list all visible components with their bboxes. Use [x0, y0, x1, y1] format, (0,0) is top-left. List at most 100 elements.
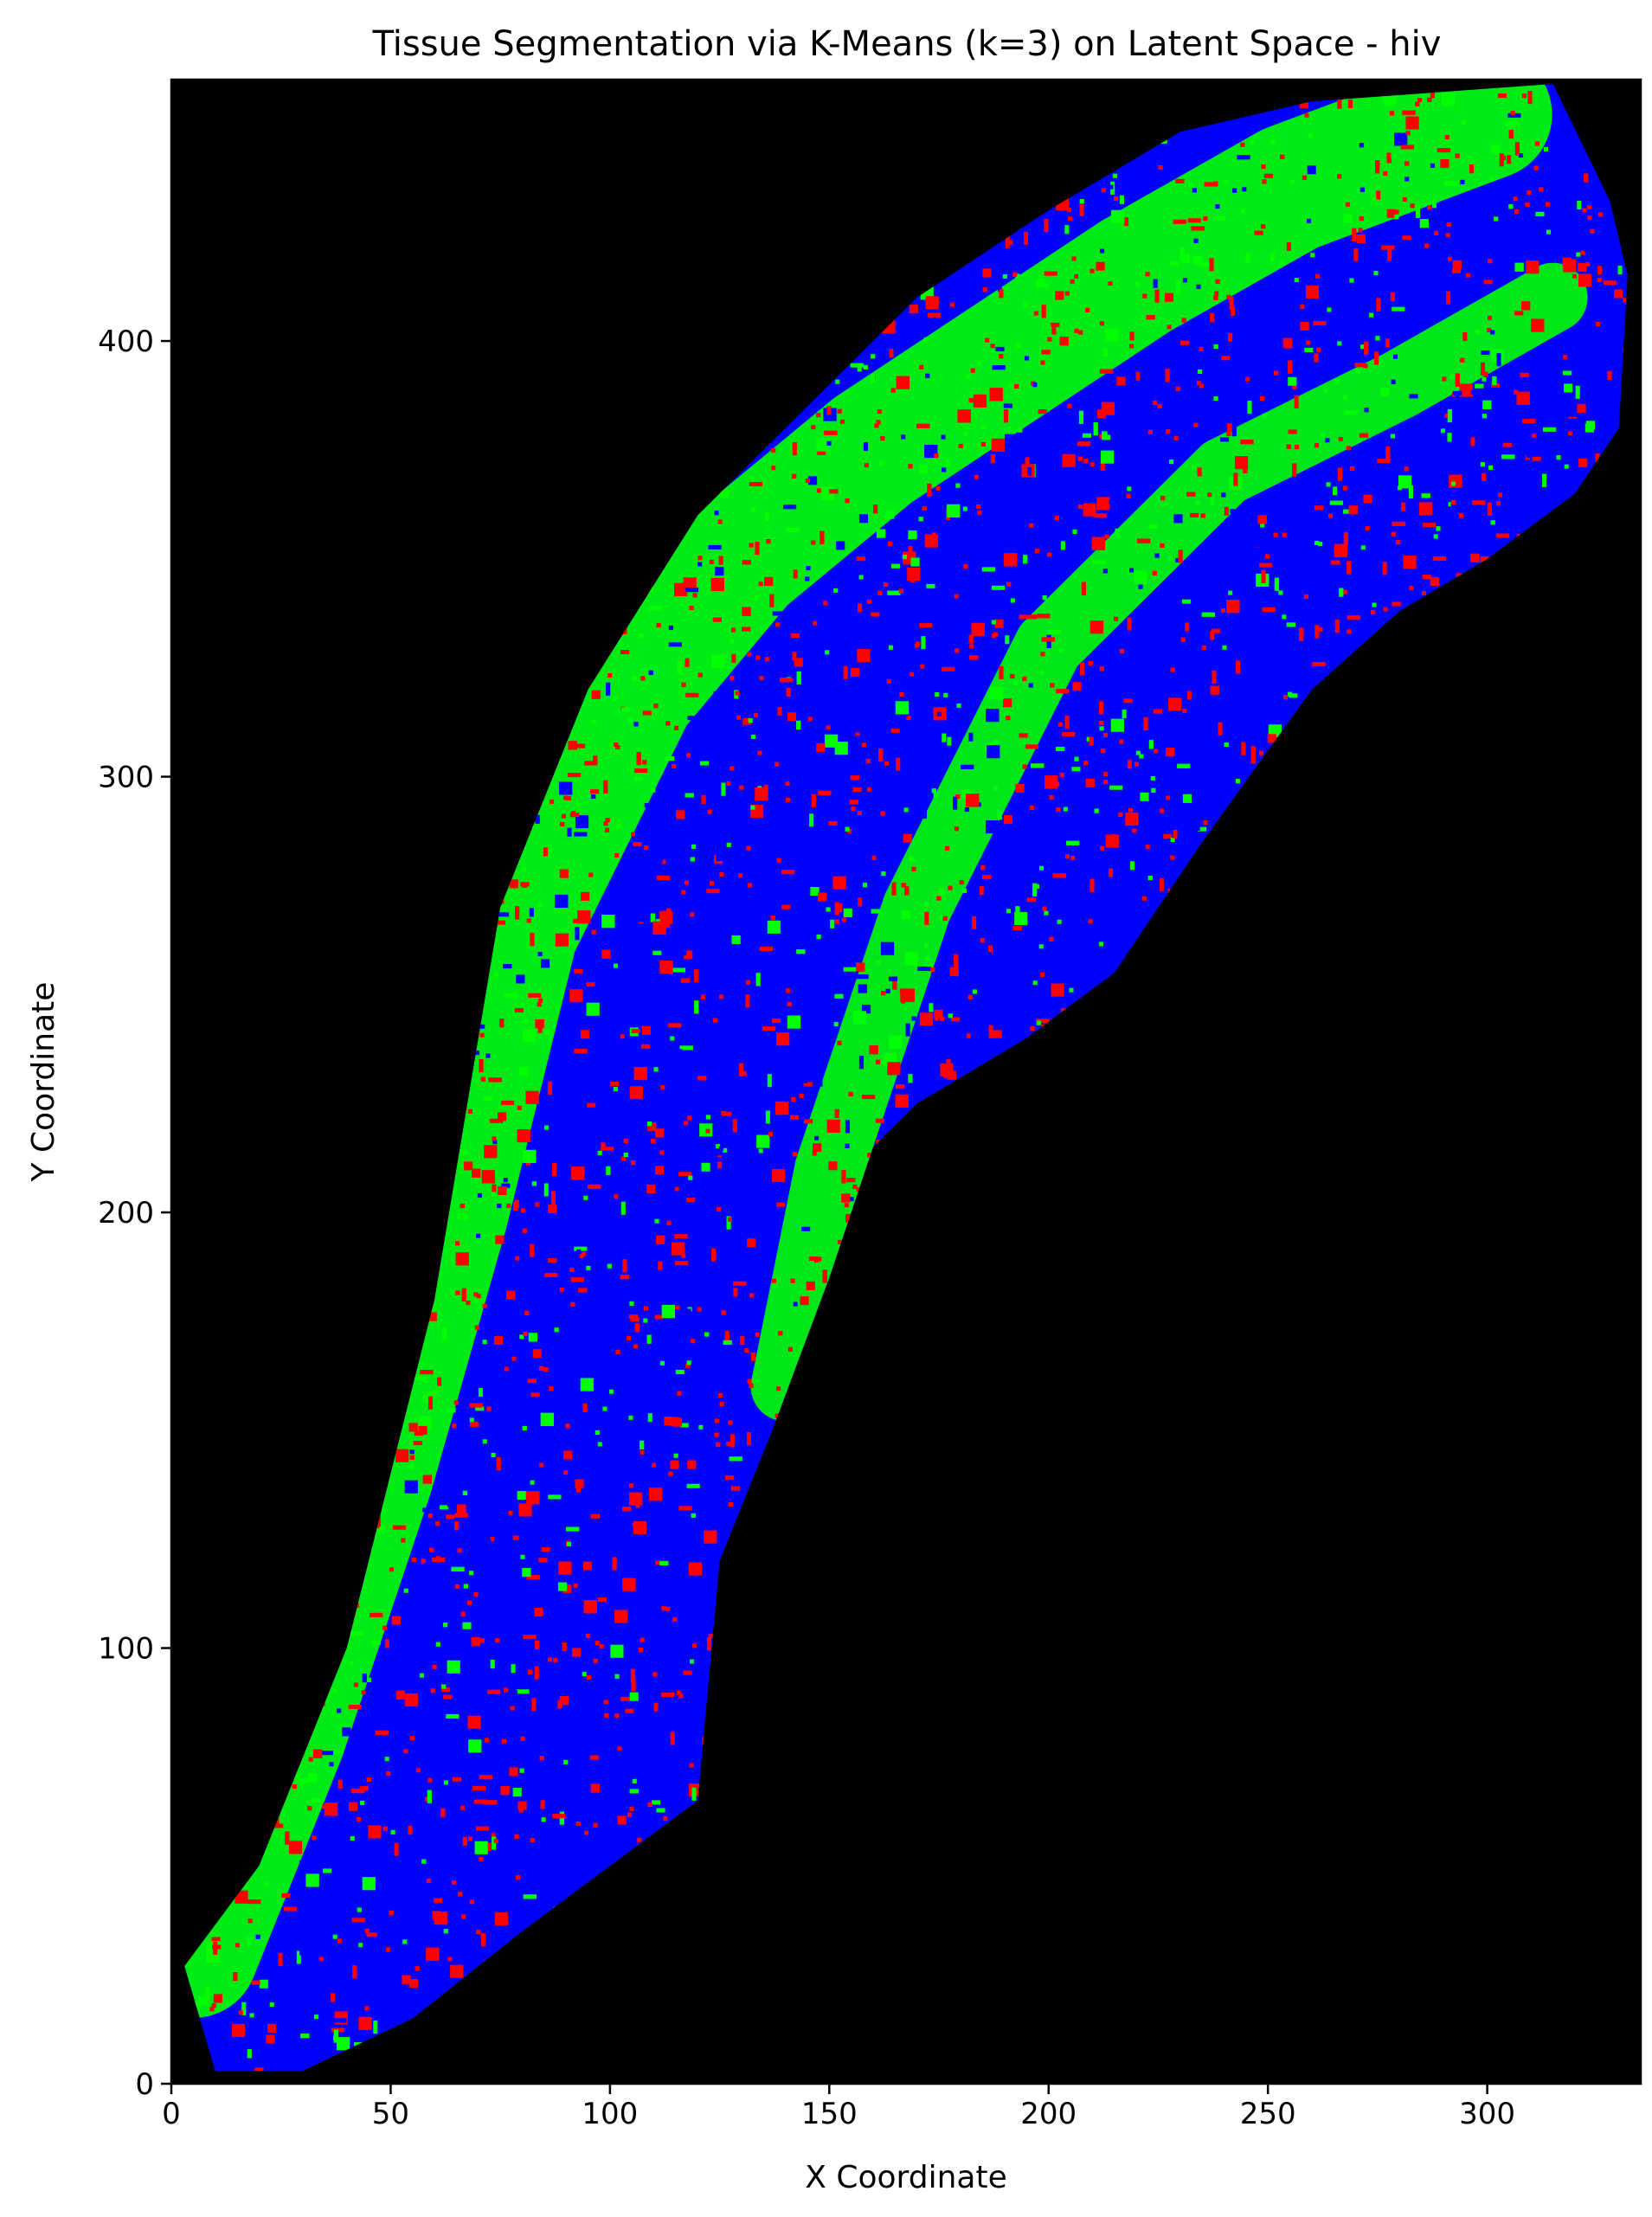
tissue-pixel [606, 1138, 615, 1147]
tissue-pixel [708, 1634, 713, 1639]
tissue-pixel [1390, 434, 1395, 439]
tissue-pixel [566, 1845, 571, 1850]
tissue-pixel [811, 425, 816, 430]
tissue-pixel [511, 1664, 516, 1674]
tissue-pixel [750, 1352, 756, 1361]
tissue-pixel [1145, 272, 1150, 277]
tissue-pixel [477, 1192, 482, 1198]
tissue-pixel [1110, 718, 1124, 732]
tissue-pixel [511, 1356, 517, 1361]
tissue-pixel [351, 1918, 365, 1923]
tissue-pixel [991, 438, 1005, 452]
tissue-pixel [762, 1025, 776, 1031]
tissue-pixel [419, 1673, 424, 1678]
tissue-pixel [1487, 327, 1492, 333]
tissue-pixel [1386, 267, 1392, 281]
tissue-pixel [1215, 204, 1220, 209]
tissue-pixel [1170, 855, 1175, 860]
tissue-pixel [692, 593, 697, 598]
tissue-pixel [539, 1462, 544, 1468]
tissue-pixel [1044, 910, 1049, 916]
tissue-pixel [726, 1442, 731, 1447]
tissue-pixel [750, 734, 756, 739]
tissue-pixel [1497, 93, 1507, 98]
tissue-pixel [479, 1857, 484, 1862]
tissue-pixel [640, 1442, 649, 1447]
tissue-pixel [1532, 433, 1537, 438]
tissue-pixel [620, 707, 630, 712]
tissue-pixel [979, 886, 984, 896]
tissue-pixel [1604, 296, 1615, 301]
tissue-pixel [1623, 315, 1628, 320]
tissue-pixel [672, 763, 677, 768]
tissue-pixel [691, 1204, 697, 1209]
tissue-pixel [706, 1637, 711, 1651]
tissue-pixel [891, 882, 897, 896]
tissue-pixel [1025, 457, 1030, 466]
tissue-pixel [1313, 320, 1327, 326]
tissue-pixel [651, 1603, 656, 1609]
tissue-pixel [1333, 486, 1338, 496]
tissue-pixel [437, 1377, 442, 1386]
tissue-pixel [583, 1561, 593, 1571]
tissue-pixel [626, 1166, 635, 1171]
tissue-pixel [1443, 181, 1457, 186]
tissue-pixel [834, 902, 839, 916]
tissue-pixel [826, 440, 832, 446]
tissue-pixel [483, 1096, 492, 1102]
tissue-pixel [890, 728, 900, 733]
tissue-pixel [675, 1522, 689, 1527]
tissue-pixel [435, 1642, 440, 1647]
tissue-pixel [1321, 501, 1326, 506]
tissue-pixel [1090, 268, 1095, 273]
tissue-pixel [1329, 500, 1344, 505]
tissue-pixel [581, 891, 590, 901]
tissue-pixel [902, 722, 907, 727]
tissue-pixel [358, 1943, 363, 1948]
tissue-pixel [656, 623, 661, 628]
tissue-pixel [557, 1700, 562, 1709]
tissue-pixel [884, 761, 890, 766]
tissue-pixel [427, 1312, 437, 1321]
tissue-pixel [1210, 496, 1215, 505]
tissue-pixel [1142, 293, 1147, 299]
tissue-pixel [1405, 116, 1419, 130]
tissue-pixel [424, 1796, 430, 1802]
tissue-pixel [674, 1186, 679, 1192]
tissue-pixel [1170, 260, 1180, 266]
tissue-pixel [523, 1018, 528, 1023]
tissue-pixel [1010, 598, 1015, 603]
tissue-pixel [620, 1603, 626, 1608]
tissue-pixel [972, 989, 978, 994]
tissue-pixel [844, 1203, 849, 1208]
tissue-pixel [319, 1751, 333, 1756]
tissue-pixel [676, 927, 681, 932]
tissue-pixel [1409, 394, 1418, 399]
tissue-pixel [1122, 710, 1127, 719]
tissue-pixel [1029, 523, 1034, 528]
tissue-pixel [478, 1388, 483, 1398]
tissue-pixel [501, 1183, 511, 1188]
tissue-pixel [467, 1836, 472, 1841]
tissue-pixel [308, 1757, 313, 1762]
tissue-pixel [1195, 500, 1200, 505]
tissue-pixel [1365, 526, 1370, 531]
tissue-pixel [390, 1829, 395, 1835]
tissue-pixel [1431, 199, 1437, 209]
tissue-pixel [1446, 502, 1451, 507]
tissue-pixel [1226, 654, 1231, 659]
tissue-pixel [966, 1033, 971, 1038]
tissue-pixel [691, 1339, 696, 1344]
tissue-pixel [473, 1799, 487, 1804]
tissue-pixel [1531, 318, 1545, 332]
tissue-pixel [503, 1828, 508, 1838]
tissue-pixel [482, 1439, 487, 1444]
tissue-pixel [1224, 179, 1229, 184]
tissue-pixel [1109, 785, 1123, 790]
tissue-pixel [712, 1157, 722, 1162]
tissue-pixel [792, 442, 797, 456]
tissue-pixel [1434, 230, 1439, 235]
tissue-pixel [440, 1505, 449, 1510]
tissue-pixel [792, 652, 797, 661]
tissue-pixel [633, 1344, 638, 1349]
